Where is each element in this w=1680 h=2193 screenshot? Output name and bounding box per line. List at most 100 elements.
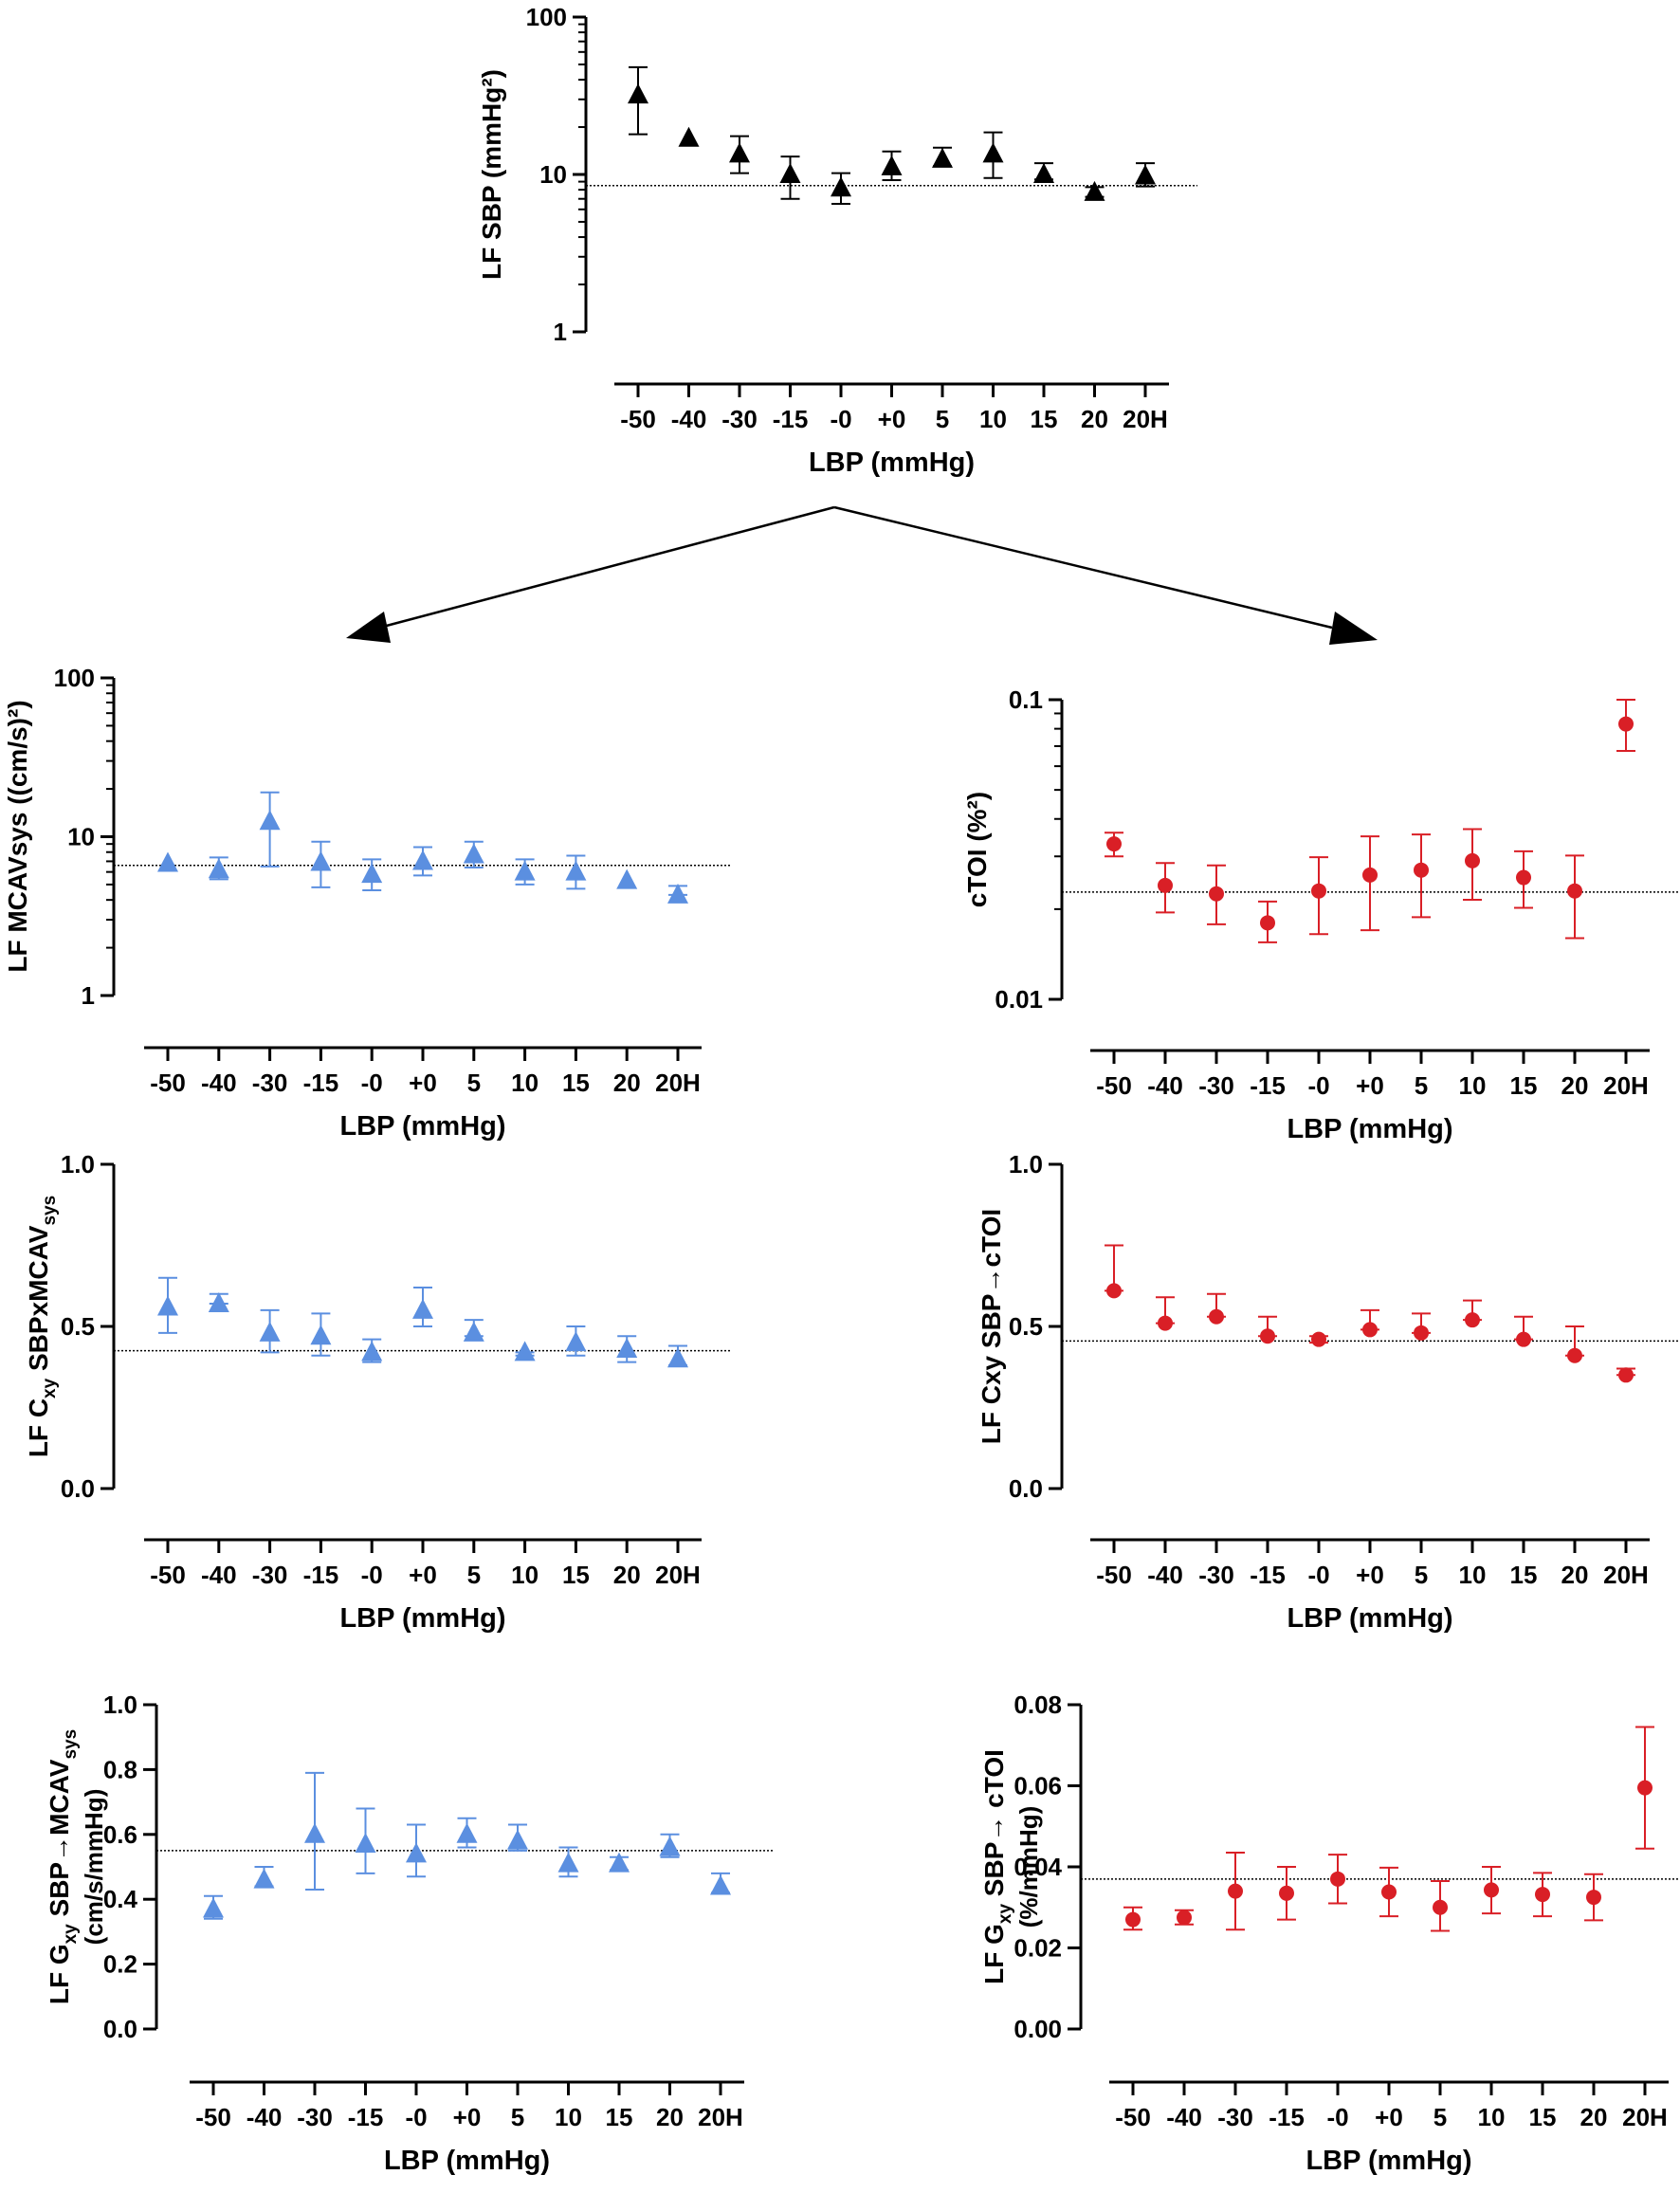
data-point-circle (1567, 883, 1582, 899)
data-point-triangle (157, 851, 178, 872)
data-point-triangle (361, 863, 383, 884)
y-axis-label: LF Gxy SBP→MCAVsys (45, 1729, 81, 2004)
data-point-triangle (659, 1836, 681, 1856)
x-tick-label: +0 (409, 1561, 437, 1589)
chart-lf-cxy-ctoi: 0.0 0.5 1.0 -50 -40 -30 -15 -0 +0 5 10 15 20 20H LBP (… (977, 1150, 1678, 1634)
x-axis-label: LBP (mmHg) (809, 448, 975, 478)
data-point-triangle (667, 1347, 688, 1368)
data-point-circle (1465, 1312, 1480, 1328)
data-point-triangle (710, 1874, 731, 1895)
data-point-circle (1362, 867, 1378, 883)
data-point-triangle (208, 858, 229, 879)
y-tick-label: 0.04 (1013, 1853, 1062, 1881)
y-tick-label: 0.02 (1013, 1934, 1062, 1963)
x-tick-label: 10 (555, 2103, 582, 2131)
x-tick-label: -40 (671, 405, 707, 433)
data-point-circle (1260, 1328, 1275, 1344)
arrow-left-line (378, 505, 835, 630)
data-point-circle (1586, 1890, 1601, 1906)
x-tick-label: -15 (303, 1561, 339, 1589)
data-point-triangle (259, 1321, 281, 1342)
y-tick-label: 10 (67, 823, 95, 851)
y-axis-label: LF SBP (mmHg²) (477, 69, 506, 280)
x-tick-label: 5 (511, 2103, 524, 2131)
data-point-circle (1516, 1331, 1531, 1347)
data-point-triangle (982, 142, 1004, 163)
x-tick-label: -0 (830, 405, 851, 433)
x-tick-label: 10 (979, 405, 1007, 433)
data-point-triangle (412, 850, 433, 870)
arrow-left-head (346, 612, 391, 643)
y-label-subscript: xy (40, 1378, 60, 1398)
x-tick-label: 20 (1081, 405, 1108, 433)
x-tick-label: -40 (201, 1561, 237, 1589)
x-tick-label: -30 (1217, 2103, 1253, 2131)
x-tick-label: -0 (1326, 2103, 1348, 2131)
x-tick-label: -30 (721, 405, 758, 433)
data-point-circle (1158, 877, 1173, 893)
data-point-triangle (412, 1298, 433, 1319)
data-point-circle (1618, 716, 1634, 732)
y-tick-label: 1 (82, 981, 95, 1010)
data-point-triangle (565, 1331, 587, 1352)
x-tick-label: 20 (1561, 1561, 1589, 1589)
data-point-circle (1414, 862, 1429, 878)
x-tick-label: +0 (409, 1069, 437, 1097)
data-point-circle (1279, 1885, 1294, 1901)
data-point-triangle (667, 883, 688, 904)
data-point-circle (1209, 1308, 1224, 1325)
data-point-triangle (616, 868, 638, 889)
y-tick-label: 0.0 (103, 2015, 137, 2043)
x-tick-label: 5 (467, 1069, 481, 1097)
x-tick-label: 15 (562, 1069, 590, 1097)
y-label-subscript: xy (995, 1904, 1015, 1925)
x-tick-label: -40 (247, 2103, 283, 2131)
data-point-triangle (1084, 180, 1105, 201)
data-point-triangle (628, 83, 648, 104)
data-point-triangle (157, 1295, 178, 1316)
chart-lf-gxy-ctoi: 0.00 0.02 0.04 0.06 0.08 -50 -40 -30 -15 -0 +0 5 10 1… (979, 1690, 1680, 2176)
y-label-part: LF C (24, 1398, 53, 1457)
x-tick-label: 20H (655, 1069, 701, 1097)
x-tick-label: 10 (1478, 2103, 1506, 2131)
data-point-triangle (1135, 164, 1156, 185)
x-tick-label: +0 (878, 405, 906, 433)
x-tick-label: -15 (1269, 2103, 1305, 2131)
x-tick-label: -50 (1096, 1071, 1132, 1100)
y-axis-label: cTOI (%²) (962, 792, 992, 907)
data-point-triangle (881, 155, 903, 175)
x-axis-label: LBP (mmHg) (339, 1603, 505, 1634)
data-point-triangle (932, 147, 953, 168)
y-tick-label: 0.0 (61, 1474, 95, 1503)
x-tick-label: 10 (1459, 1561, 1487, 1589)
x-tick-label: -50 (150, 1069, 186, 1097)
data-point-triangle (310, 1325, 332, 1345)
data-point-circle (1125, 1911, 1141, 1928)
arrow-right-head (1329, 612, 1378, 645)
data-point-triangle (310, 850, 332, 871)
x-tick-label: 5 (467, 1561, 481, 1589)
data-point-circle (1381, 1884, 1397, 1900)
data-point-circle (1414, 1325, 1429, 1341)
x-tick-label: 5 (1415, 1561, 1428, 1589)
x-tick-label: -15 (348, 2103, 384, 2131)
x-tick-label: 15 (1529, 2103, 1557, 2131)
y-label-part: LF G (45, 1944, 74, 2004)
data-point-circle (1106, 1283, 1122, 1299)
y-tick-label: 0.1 (1009, 685, 1043, 714)
x-tick-label: 20 (1561, 1071, 1589, 1100)
x-tick-label: +0 (453, 2103, 482, 2131)
y-tick-label: 0.5 (61, 1312, 95, 1341)
y-tick-label: 0.06 (1013, 1772, 1062, 1800)
data-point-triangle (729, 142, 750, 163)
x-axis-label: LBP (mmHg) (384, 2146, 550, 2176)
y-label-subscript: sys (61, 1729, 81, 1760)
arrow-right-line (833, 505, 1333, 630)
y-tick-label: 0.00 (1013, 2015, 1062, 2043)
x-tick-label: 15 (562, 1561, 590, 1589)
y-tick-label: 0.4 (103, 1885, 138, 1913)
data-point-circle (1260, 915, 1275, 931)
data-point-triangle (406, 1842, 427, 1863)
x-tick-label: -40 (1166, 2103, 1202, 2131)
data-point-triangle (609, 1852, 630, 1873)
